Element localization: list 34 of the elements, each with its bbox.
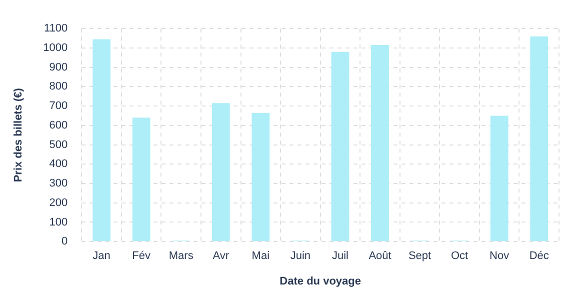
bar	[371, 45, 389, 242]
x-tick-label: Déc	[529, 250, 550, 262]
y-tick-label: 300	[49, 178, 68, 190]
y-tick-label: 700	[49, 100, 68, 112]
x-tick-label: Jan	[92, 250, 110, 262]
y-tick-label: 900	[49, 61, 68, 74]
bar	[252, 112, 270, 242]
y-tick-label: 1000	[43, 42, 68, 54]
y-tick-label: 200	[49, 196, 68, 209]
bar	[530, 36, 548, 242]
x-tick-label: Mars	[168, 250, 194, 262]
y-tick-label: 100	[49, 216, 68, 228]
x-tick-label: Oct	[450, 250, 468, 262]
bar	[212, 103, 230, 242]
x-tick-label: Août	[368, 250, 392, 262]
y-tick-label: 800	[49, 80, 68, 93]
y-tick-label: 400	[49, 158, 68, 170]
y-tick-label: 600	[49, 119, 68, 132]
x-tick-label: Sept	[408, 250, 432, 262]
y-axis-title: Prix des billets (€)	[12, 88, 25, 182]
x-tick-label: Avr	[212, 250, 230, 262]
x-tick-label: Juin	[290, 250, 311, 262]
bar	[490, 116, 508, 242]
x-tick-label: Juil	[332, 250, 348, 262]
bar	[92, 39, 111, 242]
y-tick-label: 500	[49, 138, 68, 151]
x-tick-label: Nov	[490, 250, 510, 262]
x-tick-label: Fév	[132, 250, 151, 262]
x-tick-label: Mai	[252, 250, 270, 262]
bar	[132, 118, 150, 242]
y-tick-label: 1100	[44, 22, 68, 35]
bar	[331, 52, 350, 242]
y-tick-label: 0	[62, 236, 68, 248]
x-axis-title: Date du voyage	[280, 275, 361, 288]
